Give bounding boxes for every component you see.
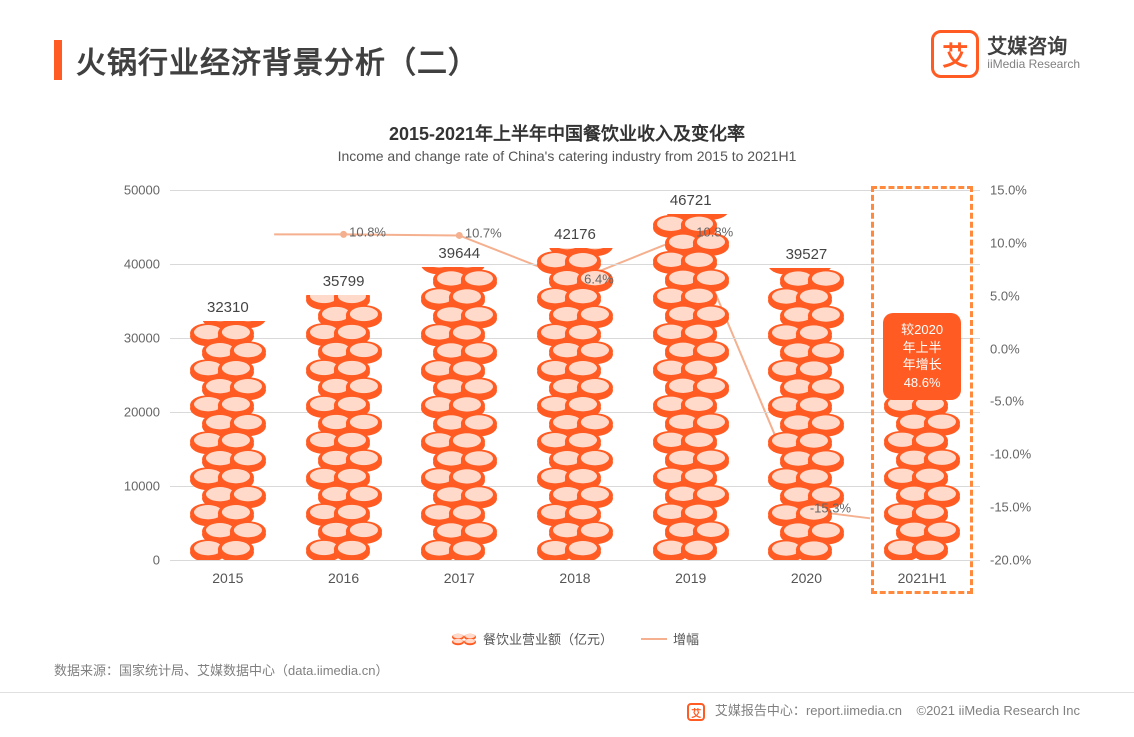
y-right-tick-label: 5.0% [990,288,1052,303]
y-left-tick-label: 50000 [110,183,160,198]
footer-copyright: ©2021 iiMedia Research Inc [917,703,1081,718]
line-value-label: 6.4% [584,271,614,286]
line-value-label: 10.8% [696,225,733,240]
x-category-label: 2015 [212,570,243,586]
callout-line3: 年增长 [891,356,953,374]
line-marker [456,232,463,239]
footer-prefix: 艾媒报告中心： [715,703,806,718]
y-left-tick-label: 30000 [110,331,160,346]
legend-item-bar: 餐饮业营业额（亿元） [451,629,613,648]
legend-line-label: 增幅 [673,629,699,648]
x-category-label: 2017 [444,570,475,586]
y-right-tick-label: 0.0% [990,341,1052,356]
brand-logo: 艾 艾媒咨询 iiMedia Research [931,30,1080,78]
bar-value-label: 35799 [323,273,365,290]
line-value-label: -15.3% [810,501,851,516]
x-category-label: 2016 [328,570,359,586]
legend-line-icon [641,638,667,640]
footer-url: report.iimedia.cn [806,703,902,718]
legend-bar-icon [451,632,477,646]
callout-line2: 年上半 [891,339,953,357]
y-left-tick-label: 10000 [110,479,160,494]
legend-bar-label: 餐饮业营业额（亿元） [483,629,613,648]
bar [765,268,847,560]
bar [650,214,732,560]
y-right-tick-label: 15.0% [990,183,1052,198]
bar-value-label: 42176 [554,226,596,243]
legend-item-line: 增幅 [641,629,699,648]
y-left-tick-label: 0 [110,553,160,568]
bar-value-label: 39644 [438,245,480,262]
header-accent-bar [54,40,62,80]
bar-group [765,268,847,560]
chart-title-en: Income and change rate of China's cateri… [0,148,1134,164]
bar-value-label: 46721 [670,192,712,209]
chart-legend: 餐饮业营业额（亿元） 增幅 [110,629,1040,648]
callout-badge: 较2020年上半年增长48.6% [883,313,961,399]
y-right-tick-label: -5.0% [990,394,1052,409]
slide-header: 火锅行业经济背景分析（二） [54,38,479,82]
callout-line4: 48.6% [891,374,953,392]
chart-plot-area: 01000020000300004000050000-20.0%-15.0%-1… [170,190,980,560]
y-right-tick-label: -10.0% [990,447,1052,462]
x-category-label: 2019 [675,570,706,586]
brand-name-cn: 艾媒咨询 [987,36,1080,58]
y-right-tick-label: -15.0% [990,500,1052,515]
y-left-tick-label: 20000 [110,405,160,420]
line-value-label: 10.7% [465,226,502,241]
gridline [170,190,980,191]
bar [187,321,269,560]
chart-title-cn: 2015-2021年上半年中国餐饮业收入及变化率 [0,120,1134,146]
data-source: 数据来源：国家统计局、艾媒数据中心（data.iimedia.cn） [54,660,388,679]
bar [418,267,500,560]
brand-name-en: iiMedia Research [987,58,1080,71]
footer: 艾 艾媒报告中心：report.iimedia.cn ©2021 iiMedia… [687,700,1080,721]
x-category-label: 2018 [559,570,590,586]
x-category-label: 2020 [791,570,822,586]
callout-line1: 较2020 [891,321,953,339]
bar-group [187,321,269,560]
gridline [170,560,980,561]
line-value-label: 10.8% [349,225,386,240]
bar-group [650,214,732,560]
page-title: 火锅行业经济背景分析（二） [76,38,479,82]
combo-chart: 01000020000300004000050000-20.0%-15.0%-1… [110,180,1040,610]
line-marker [340,231,347,238]
y-right-tick-label: 10.0% [990,235,1052,250]
bar [303,295,385,560]
footer-divider [0,692,1134,693]
bar [534,248,616,560]
y-right-tick-label: -20.0% [990,553,1052,568]
footer-logo-icon: 艾 [687,703,705,721]
bar-group [303,295,385,560]
bar-value-label: 39527 [786,246,828,263]
brand-logo-icon: 艾 [931,30,979,78]
bar-group [418,267,500,560]
bar-group [534,248,616,560]
y-left-tick-label: 40000 [110,257,160,272]
bar-value-label: 32310 [207,299,249,316]
